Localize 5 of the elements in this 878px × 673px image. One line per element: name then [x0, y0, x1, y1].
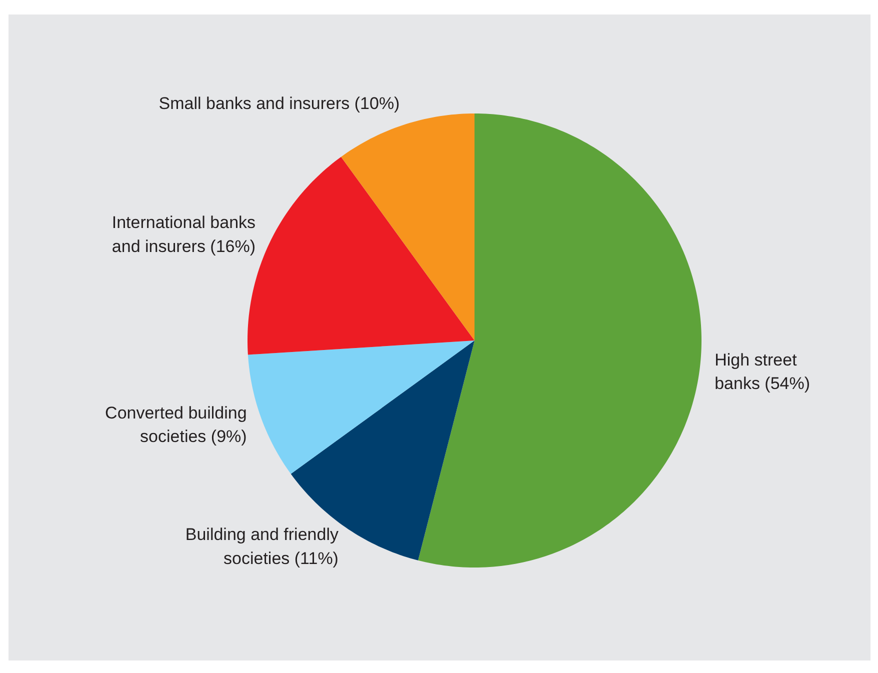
- slice-label: Converted building societies (9%): [105, 403, 247, 446]
- slice-label: High street banks (54%): [714, 350, 810, 394]
- slice-label: Small banks and insurers (10%): [158, 94, 400, 114]
- slice-label: International banks and insurers (16%): [112, 213, 256, 256]
- slice-label: Building and friendly societies (11%): [185, 525, 339, 568]
